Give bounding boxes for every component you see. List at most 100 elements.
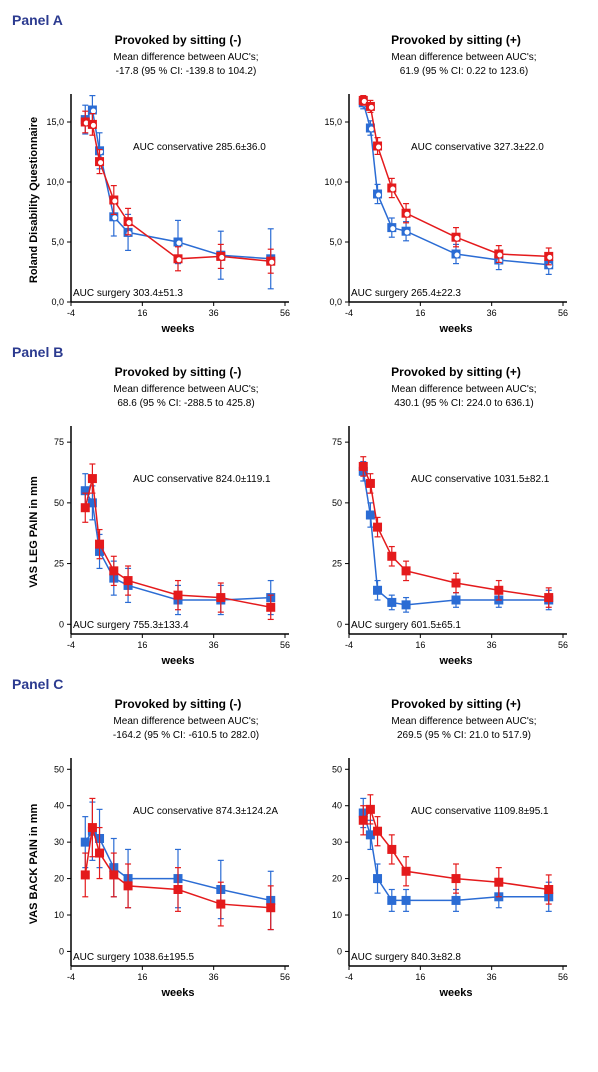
subplot-title: Provoked by sitting (+) xyxy=(391,697,521,711)
svg-text:Mean difference between AUC's;: Mean difference between AUC's; xyxy=(113,384,258,395)
svg-text:50: 50 xyxy=(54,498,64,508)
auc-surgery-label: AUC surgery 840.3±82.8 xyxy=(351,952,461,963)
subplot: -4 16 36 56 0,0 5,0 10,0 15,0 Provoked by sittin… xyxy=(303,30,573,340)
svg-text:Mean difference between AUC's;: Mean difference between AUC's; xyxy=(391,384,536,395)
svg-text:-4: -4 xyxy=(67,308,75,318)
svg-text:16: 16 xyxy=(415,308,425,318)
svg-text:75: 75 xyxy=(332,437,342,447)
svg-text:10,0: 10,0 xyxy=(324,177,342,187)
y-axis-label: Roland Disability Questionnaire xyxy=(28,117,40,283)
svg-text:-4: -4 xyxy=(345,640,353,650)
panel-row-C: -4 16 36 56 0 10 20 30 40 50 Provoked by sitting (… xyxy=(8,694,590,1004)
svg-text:0,0: 0,0 xyxy=(51,297,64,307)
svg-text:36: 36 xyxy=(487,972,497,982)
subplot: -416365601020304050Provoked by sitting (… xyxy=(25,694,295,1004)
svg-text:36: 36 xyxy=(487,640,497,650)
svg-text:61.9 (95 % CI: 0.22 to 123.6): 61.9 (95 % CI: 0.22 to 123.6) xyxy=(400,66,528,77)
svg-text:56: 56 xyxy=(558,308,568,318)
svg-text:269.5 (95 % CI: 21.0 to 517.9): 269.5 (95 % CI: 21.0 to 517.9) xyxy=(397,730,531,741)
x-axis-label: weeks xyxy=(160,987,194,999)
y-axis-label: VAS LEG PAIN in mm xyxy=(28,476,40,588)
svg-text:-164.2 (95 % CI: -610.5 to 282: -164.2 (95 % CI: -610.5 to 282.0) xyxy=(113,730,259,741)
svg-text:0: 0 xyxy=(337,946,342,956)
svg-text:56: 56 xyxy=(280,308,290,318)
panel-row-A: -4 16 36 56 0,0 5,0 10,0 15,0 Provoked by sittin… xyxy=(8,30,590,340)
svg-text:5,0: 5,0 xyxy=(329,237,342,247)
svg-text:Mean difference between AUC's;: Mean difference between AUC's; xyxy=(113,52,258,63)
auc-conservative-label: AUC conservative 285.6±36.0 xyxy=(133,142,266,153)
svg-text:56: 56 xyxy=(558,640,568,650)
svg-text:56: 56 xyxy=(558,972,568,982)
subplot-title: Provoked by sitting (-) xyxy=(115,697,242,711)
svg-text:16: 16 xyxy=(137,308,147,318)
subplot-title: Provoked by sitting (+) xyxy=(391,365,521,379)
svg-text:10: 10 xyxy=(332,910,342,920)
svg-text:50: 50 xyxy=(54,764,64,774)
svg-text:5,0: 5,0 xyxy=(51,237,64,247)
svg-text:30: 30 xyxy=(332,837,342,847)
svg-text:30: 30 xyxy=(54,837,64,847)
subplot-title: Provoked by sitting (-) xyxy=(115,33,242,47)
svg-text:36: 36 xyxy=(487,308,497,318)
x-axis-label: weeks xyxy=(438,987,472,999)
svg-text:25: 25 xyxy=(332,559,342,569)
auc-surgery-label: AUC surgery 265.4±22.3 xyxy=(351,288,461,299)
auc-surgery-label: AUC surgery 755.3±133.4 xyxy=(73,620,189,631)
svg-text:Mean difference between AUC's;: Mean difference between AUC's; xyxy=(391,52,536,63)
svg-text:0: 0 xyxy=(59,946,64,956)
x-axis-label: weeks xyxy=(438,323,472,335)
svg-text:50: 50 xyxy=(332,764,342,774)
svg-text:36: 36 xyxy=(209,640,219,650)
subplot-title: Provoked by sitting (+) xyxy=(391,33,521,47)
auc-surgery-label: AUC surgery 1038.6±195.5 xyxy=(73,952,195,963)
auc-conservative-label: AUC conservative 327.3±22.0 xyxy=(411,142,544,153)
svg-text:-4: -4 xyxy=(345,308,353,318)
figure-root: Panel A -4 16 36 56 0,0 5,0 10,0 15,0 Provoked by… xyxy=(8,12,590,1004)
svg-text:-4: -4 xyxy=(67,972,75,982)
svg-text:10: 10 xyxy=(54,910,64,920)
subplot: -41636560255075Provoked by sitting (-)Me… xyxy=(25,362,295,672)
panel-row-B: -4 16 36 56 0 25 50 75 Provoked by sitting (-) Me… xyxy=(8,362,590,672)
auc-conservative-label: AUC conservative 1031.5±82.1 xyxy=(411,474,550,485)
svg-text:430.1 (95 % CI: 224.0 to 636.1: 430.1 (95 % CI: 224.0 to 636.1) xyxy=(394,398,534,409)
svg-text:36: 36 xyxy=(209,308,219,318)
auc-conservative-label: AUC conservative 874.3±124.2A xyxy=(133,806,278,817)
svg-text:40: 40 xyxy=(332,801,342,811)
svg-text:-4: -4 xyxy=(345,972,353,982)
svg-text:15,0: 15,0 xyxy=(46,117,64,127)
svg-text:-17.8 (95 % CI: -139.8 to 104.: -17.8 (95 % CI: -139.8 to 104.2) xyxy=(116,66,257,77)
svg-text:56: 56 xyxy=(280,972,290,982)
subplot: -4 16 36 56 0,0 5,0 10,0 15,0 Provoked by sittin… xyxy=(25,30,295,340)
svg-text:0: 0 xyxy=(337,619,342,629)
svg-text:25: 25 xyxy=(54,559,64,569)
svg-text:20: 20 xyxy=(54,874,64,884)
panel-label-A: Panel A xyxy=(12,12,590,28)
svg-text:Mean difference between AUC's;: Mean difference between AUC's; xyxy=(391,716,536,727)
svg-text:0: 0 xyxy=(59,619,64,629)
svg-text:0,0: 0,0 xyxy=(329,297,342,307)
svg-text:-4: -4 xyxy=(67,640,75,650)
svg-text:Mean difference between AUC's;: Mean difference between AUC's; xyxy=(113,716,258,727)
svg-text:75: 75 xyxy=(54,437,64,447)
svg-text:20: 20 xyxy=(332,874,342,884)
x-axis-label: weeks xyxy=(160,323,194,335)
y-axis-label: VAS BACK PAIN in mm xyxy=(28,803,40,924)
auc-surgery-label: AUC surgery 303.4±51.3 xyxy=(73,288,183,299)
svg-text:15,0: 15,0 xyxy=(324,117,342,127)
x-axis-label: weeks xyxy=(160,655,194,667)
auc-conservative-label: AUC conservative 824.0±119.1 xyxy=(133,474,271,485)
subplot: -4 16 36 56 0 10 20 30 40 50 Provoked by sitting (… xyxy=(303,694,573,1004)
svg-text:16: 16 xyxy=(137,972,147,982)
svg-text:16: 16 xyxy=(415,972,425,982)
subplot-title: Provoked by sitting (-) xyxy=(115,365,242,379)
svg-text:10,0: 10,0 xyxy=(46,177,64,187)
auc-surgery-label: AUC surgery 601.5±65.1 xyxy=(351,620,461,631)
subplot: -41636560255075Provoked by sitting (+)Me… xyxy=(303,362,573,672)
panel-label-B: Panel B xyxy=(12,344,590,360)
svg-text:16: 16 xyxy=(415,640,425,650)
panel-label-C: Panel C xyxy=(12,676,590,692)
svg-text:68.6 (95 % CI: -288.5 to 425.8: 68.6 (95 % CI: -288.5 to 425.8) xyxy=(117,398,254,409)
auc-conservative-label: AUC conservative 1109.8±95.1 xyxy=(411,806,549,817)
x-axis-label: weeks xyxy=(438,655,472,667)
svg-text:36: 36 xyxy=(209,972,219,982)
